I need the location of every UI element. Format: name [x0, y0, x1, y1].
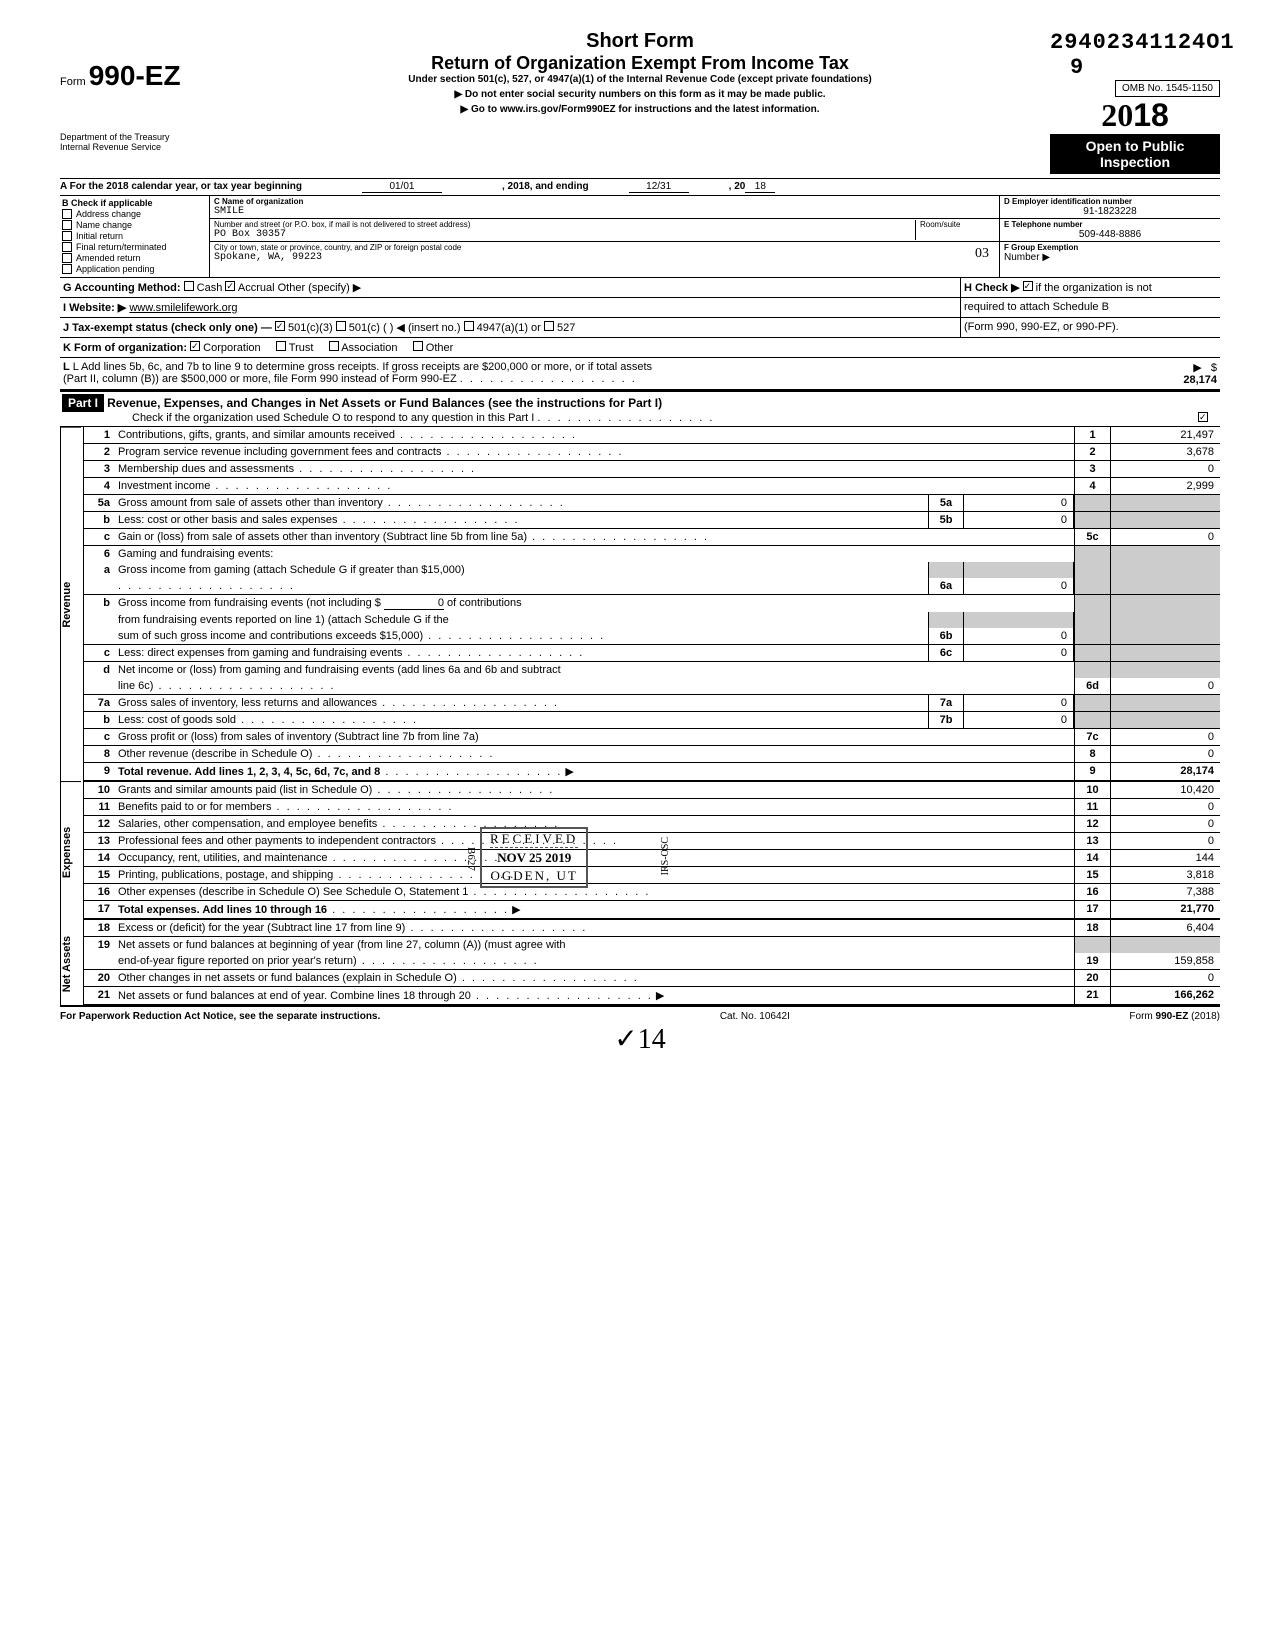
ein: 91-1823228	[1004, 206, 1216, 217]
check-address[interactable]	[62, 209, 72, 219]
f-number: Number ▶	[1004, 252, 1216, 263]
main-title: Return of Organization Exempt From Incom…	[230, 53, 1050, 74]
line16-val: 7,388	[1110, 884, 1220, 900]
check-4947[interactable]	[464, 321, 474, 331]
subtitle: Under section 501(c), 527, or 4947(a)(1)…	[230, 74, 1050, 85]
line12-val: 0	[1110, 816, 1220, 832]
line15-val: 3,818	[1110, 867, 1220, 883]
check-h[interactable]	[1023, 281, 1033, 291]
stamp-irs-osc: IRS-OSC	[660, 837, 671, 875]
footer-left: For Paperwork Reduction Act Notice, see …	[60, 1011, 380, 1022]
row-a-tax-year: A For the 2018 calendar year, or tax yea…	[60, 178, 1220, 196]
omb-number: OMB No. 1545-1150	[1115, 80, 1220, 97]
part1-header: Part I Revenue, Expenses, and Changes in…	[60, 391, 1220, 427]
b-label: B Check if applicable	[62, 198, 207, 208]
line8-val: 0	[1110, 746, 1220, 762]
check-501c[interactable]	[336, 321, 346, 331]
check-final[interactable]	[62, 242, 72, 252]
check-schedule-o[interactable]	[1198, 412, 1208, 422]
city: Spokane, WA, 99223	[214, 252, 995, 263]
check-cash[interactable]	[184, 281, 194, 291]
row-l: L L Add lines 5b, 6c, and 7b to line 9 t…	[60, 358, 1220, 391]
form-prefix: Form	[60, 76, 86, 88]
e-label: E Telephone number	[1004, 220, 1216, 229]
footer-mid: Cat. No. 10642I	[720, 1011, 790, 1022]
city-label: City or town, state or province, country…	[214, 243, 995, 252]
line2-val: 3,678	[1110, 444, 1220, 460]
line18-val: 6,404	[1110, 920, 1220, 936]
street: PO Box 30357	[214, 229, 915, 240]
form-number: 990-EZ	[89, 60, 181, 91]
line6d-val: 0	[1110, 678, 1220, 694]
initials: ✓14	[614, 1024, 665, 1055]
gross-receipts: 28,174	[1073, 374, 1217, 386]
open-public: Open to Public Inspection	[1050, 134, 1220, 174]
check-527[interactable]	[544, 321, 554, 331]
dept-irs: Internal Revenue Service	[60, 142, 230, 152]
check-name[interactable]	[62, 220, 72, 230]
line7c-val: 0	[1110, 729, 1220, 745]
line1-val: 21,497	[1110, 427, 1220, 443]
row-g: G Accounting Method: Cash Accrual Other …	[60, 278, 1220, 298]
check-trust[interactable]	[276, 341, 286, 351]
form-year: 2018	[1050, 97, 1220, 134]
website: www.smilelifework.org	[129, 302, 237, 314]
row-k: K Form of organization: Corporation Trus…	[60, 338, 1220, 358]
check-initial[interactable]	[62, 231, 72, 241]
line10-val: 10,420	[1110, 782, 1220, 798]
check-assoc[interactable]	[329, 341, 339, 351]
short-form-title: Short Form	[230, 30, 1050, 53]
side-revenue: Revenue	[61, 427, 81, 781]
footer-right: Form 990-EZ (2018)	[1129, 1011, 1220, 1022]
check-corp[interactable]	[190, 341, 200, 351]
received-stamp: RECEIVED NOV 25 2019 OGDEN, UT	[480, 827, 588, 888]
line11-val: 0	[1110, 799, 1220, 815]
row-j: J Tax-exempt status (check only one) — 5…	[60, 318, 1220, 338]
check-other[interactable]	[413, 341, 423, 351]
line9-val: 28,174	[1110, 763, 1220, 780]
footer: For Paperwork Reduction Act Notice, see …	[60, 1006, 1220, 1022]
check-amended[interactable]	[62, 253, 72, 263]
c-label: C Name of organization	[214, 197, 995, 206]
check-501c3[interactable]	[275, 321, 285, 331]
room-label: Room/suite	[920, 220, 995, 229]
row-i: I Website: ▶ www.smilelifework.org requi…	[60, 298, 1220, 318]
line20-val: 0	[1110, 970, 1220, 986]
side-expenses: Expenses	[61, 781, 81, 923]
side-netassets: Net Assets	[61, 923, 81, 1005]
dept-treasury: Department of the Treasury	[60, 132, 230, 142]
line19-val: 159,858	[1110, 953, 1220, 969]
line5c-val: 0	[1110, 529, 1220, 545]
line17-val: 21,770	[1110, 901, 1220, 918]
section-bcdef: B Check if applicable Address change Nam…	[60, 196, 1220, 278]
check-accrual[interactable]	[225, 281, 235, 291]
stamp-b627: B627	[465, 847, 477, 871]
stamp-03: 03	[975, 246, 989, 262]
line4-val: 2,999	[1110, 478, 1220, 494]
instruct-ssn: Do not enter social security numbers on …	[230, 89, 1050, 100]
phone: 509-448-8886	[1004, 229, 1216, 240]
stamp-number: 29402341124O1	[1050, 30, 1235, 55]
line13-val: 0	[1110, 833, 1220, 849]
check-pending[interactable]	[62, 264, 72, 274]
line21-val: 166,262	[1110, 987, 1220, 1004]
instruct-web: Go to www.irs.gov/Form990EZ for instruct…	[230, 104, 1050, 115]
org-name: SMILE	[214, 206, 995, 217]
stamp-suffix: 9	[1070, 55, 1084, 80]
line14-val: 144	[1110, 850, 1220, 866]
f-label: F Group Exemption	[1004, 243, 1216, 252]
form-header: Form 990-EZ Department of the Treasury I…	[60, 30, 1220, 174]
addr-label: Number and street (or P.O. box, if mail …	[214, 220, 915, 229]
d-label: D Employer identification number	[1004, 197, 1216, 206]
line3-val: 0	[1110, 461, 1220, 477]
